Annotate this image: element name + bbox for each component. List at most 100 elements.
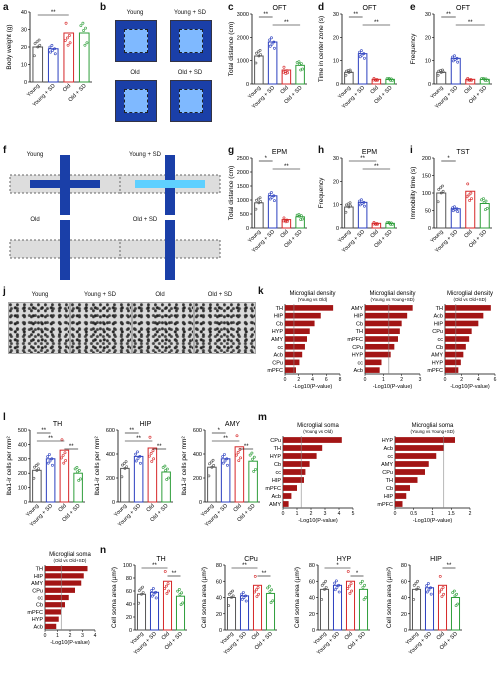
category-label: HIP — [274, 314, 284, 320]
y-tick-label: 40 — [216, 596, 222, 602]
y-axis-label: Iba1-ir cells per mm² — [6, 436, 13, 496]
data-point — [258, 49, 262, 52]
data-point — [465, 195, 469, 199]
data-point — [425, 584, 429, 588]
data-point — [281, 219, 285, 223]
y-tick-label: 2500 — [237, 156, 249, 162]
data-point — [180, 591, 184, 595]
bar — [254, 55, 264, 85]
data-point — [136, 457, 140, 461]
data-point — [254, 588, 258, 592]
category-label: HIP — [34, 574, 44, 580]
iba1-micrograph-young-sd — [70, 302, 132, 354]
data-point — [361, 585, 365, 589]
y-axis-label: Total distance (cm) — [228, 166, 235, 221]
x-tick-label: 1 — [56, 633, 59, 639]
category-label: HIP — [434, 321, 444, 327]
bar — [395, 485, 410, 491]
bar — [345, 580, 356, 631]
data-point — [147, 454, 151, 458]
bar — [365, 367, 380, 373]
data-point — [53, 47, 56, 51]
micro-caption: Old + SD — [207, 292, 233, 298]
bar — [283, 437, 342, 443]
data-point — [151, 449, 155, 453]
y-tick-label: 20 — [425, 35, 431, 41]
data-point — [77, 478, 81, 482]
y-tick-label: 0 — [199, 500, 202, 506]
data-point — [416, 585, 420, 589]
data-point — [258, 196, 262, 200]
data-point — [79, 477, 82, 481]
category-label: Acb — [274, 353, 283, 359]
category-label: CPu — [270, 438, 281, 444]
y-tick-label: 80 — [401, 563, 407, 569]
data-point — [426, 582, 430, 585]
significance-label: ** — [262, 571, 267, 577]
data-point — [270, 588, 274, 592]
chart-title: HIP — [430, 556, 442, 563]
x-tick-label: 0 — [282, 511, 285, 517]
data-point — [138, 454, 142, 458]
significance-label: ** — [244, 444, 249, 450]
y-tick-label: 60 — [401, 579, 407, 585]
category-label: HIP — [384, 494, 394, 500]
significance-label: ** — [242, 563, 247, 569]
data-point — [240, 597, 244, 601]
bar — [344, 206, 354, 229]
data-point — [268, 590, 272, 594]
category-label: Cb — [386, 486, 393, 492]
category-label: Cb — [436, 345, 443, 351]
bar — [281, 219, 292, 229]
y-tick-label: 2000 — [237, 170, 249, 176]
significance-label: ** — [129, 428, 134, 434]
bar — [254, 202, 264, 229]
data-point — [374, 223, 378, 226]
data-point — [139, 461, 142, 465]
data-point — [259, 53, 263, 57]
bar — [252, 584, 263, 631]
data-point — [441, 184, 444, 188]
category-label: AMY — [431, 353, 443, 359]
y-tick-label: 0 — [404, 628, 407, 634]
x-tick-label: Old — [161, 631, 171, 641]
x-axis-label: -Log10(P-value) — [413, 518, 453, 524]
bar — [283, 469, 306, 475]
data-point — [221, 455, 225, 459]
data-point — [85, 41, 89, 45]
bar — [445, 328, 472, 335]
bar — [445, 343, 466, 350]
x-tick-label: Old — [62, 83, 72, 93]
data-point — [440, 595, 444, 598]
y-tick-label: 40 — [21, 10, 27, 16]
data-point — [364, 596, 368, 599]
data-point — [64, 21, 68, 25]
bar — [365, 336, 398, 342]
bar — [395, 493, 407, 499]
y-axis-label: Immobility time (s) — [410, 167, 417, 220]
bar — [45, 609, 62, 615]
data-point — [165, 478, 169, 481]
bar — [226, 597, 237, 631]
y-tick-label: 1000 — [237, 59, 249, 65]
data-point — [467, 193, 471, 197]
data-point — [230, 596, 233, 599]
data-point — [437, 69, 441, 73]
data-point — [333, 581, 337, 585]
x-tick-label: 0 — [394, 511, 397, 517]
data-point — [151, 587, 155, 590]
category-label: AMY — [269, 502, 281, 508]
data-point — [299, 218, 303, 222]
data-point — [259, 200, 263, 203]
bar — [437, 584, 448, 631]
y-axis-label: Time in center zone (s) — [318, 16, 325, 82]
category-label: CPu — [382, 470, 393, 476]
x-tick-label: 4 — [338, 511, 341, 517]
y-axis-label: Body weight (g) — [6, 24, 13, 69]
oft-track-old-sd — [170, 80, 212, 122]
category-label: HYP — [432, 360, 444, 366]
chart-subtitle: (Young vs Young+SD) — [411, 429, 455, 434]
category-label: Acb — [354, 368, 363, 374]
